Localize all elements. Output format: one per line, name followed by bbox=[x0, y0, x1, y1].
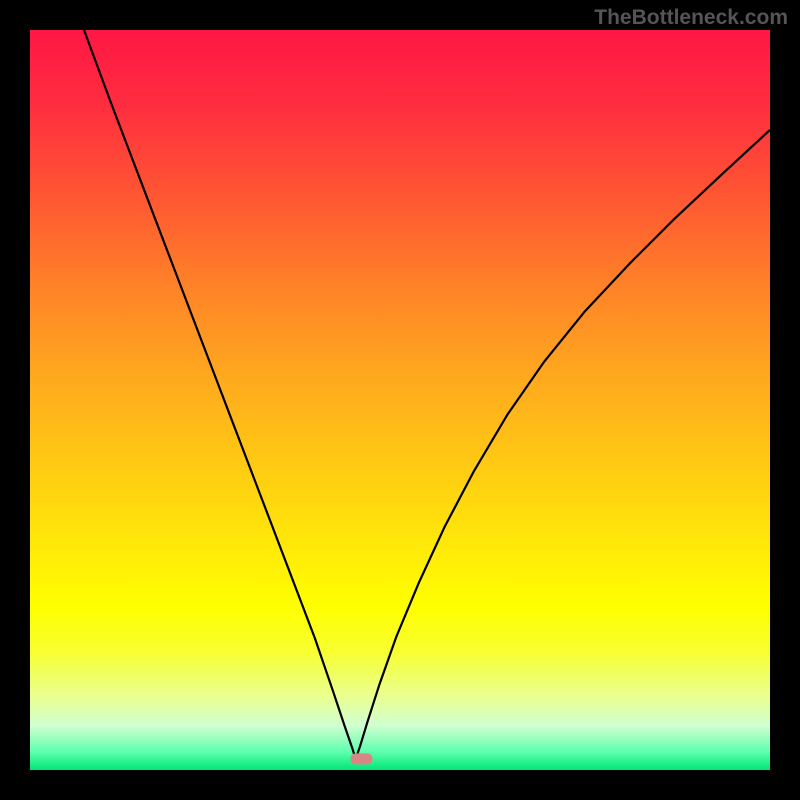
plot-area bbox=[30, 30, 770, 770]
watermark-text: TheBottleneck.com bbox=[594, 6, 788, 30]
chart-container: TheBottleneck.com bbox=[0, 0, 800, 800]
optimal-marker bbox=[351, 753, 373, 764]
bottleneck-chart bbox=[0, 0, 800, 800]
